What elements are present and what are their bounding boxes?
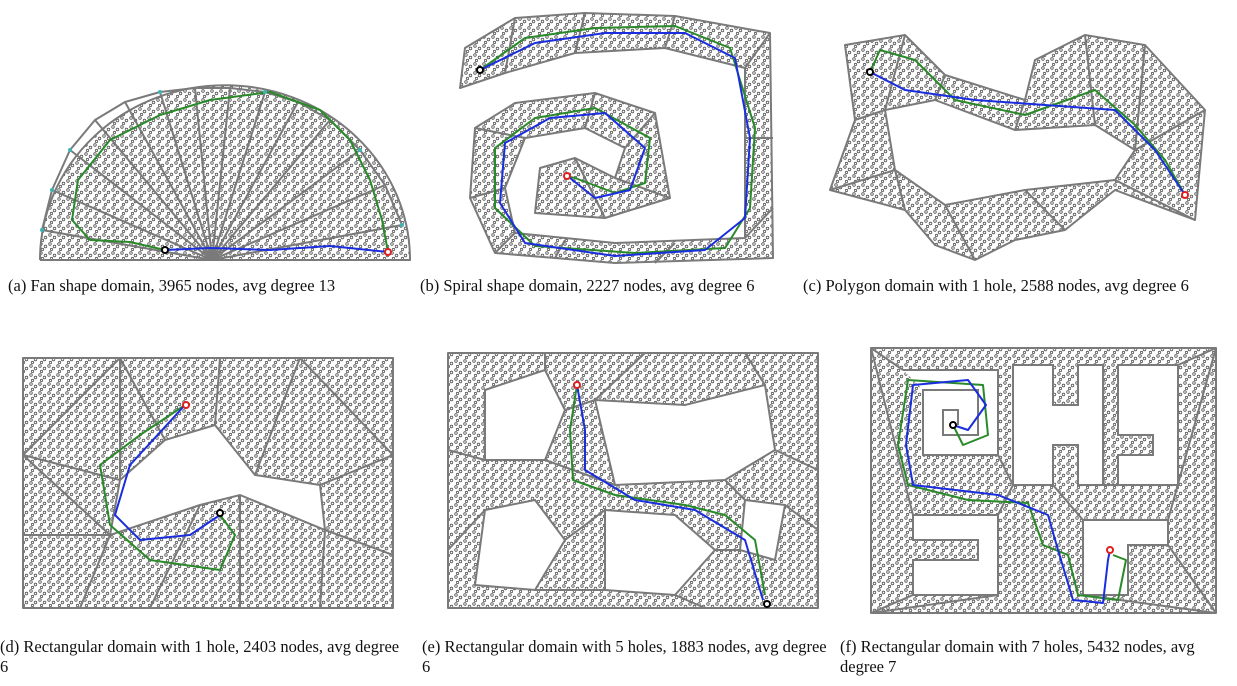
fan-domain-plot <box>39 84 411 261</box>
destination-node-marker <box>384 248 392 256</box>
panel-f-rect-7-holes <box>868 345 1223 615</box>
caption-b: (b) Spiral shape domain, 2227 nodes, avg… <box>420 276 755 295</box>
caption-d: (d) Rectangular domain with 1 hole, 2403… <box>0 637 400 676</box>
panel-c-polygon-domain <box>825 30 1230 265</box>
rect1-domain-plot <box>22 357 394 609</box>
panel-a-fan-domain <box>30 80 420 265</box>
panel-e-rect-5-holes <box>445 350 825 615</box>
caption-f: (f) Rectangular domain with 7 holes, 543… <box>840 637 1195 676</box>
spiral-domain-plot <box>459 12 774 264</box>
rect7-domain-plot <box>870 347 1217 614</box>
polygon-domain-plot <box>829 34 1206 261</box>
caption-e: (e) Rectangular domain with 5 holes, 188… <box>422 637 827 676</box>
panel-b-spiral-domain <box>455 8 780 268</box>
rect5-domain-plot <box>447 352 819 609</box>
caption-a: (a) Fan shape domain, 3965 nodes, avg de… <box>8 276 336 295</box>
source-node-marker <box>161 246 169 254</box>
panel-d-rect-1-hole <box>20 355 400 610</box>
caption-c: (c) Polygon domain with 1 hole, 2588 nod… <box>803 276 1189 295</box>
